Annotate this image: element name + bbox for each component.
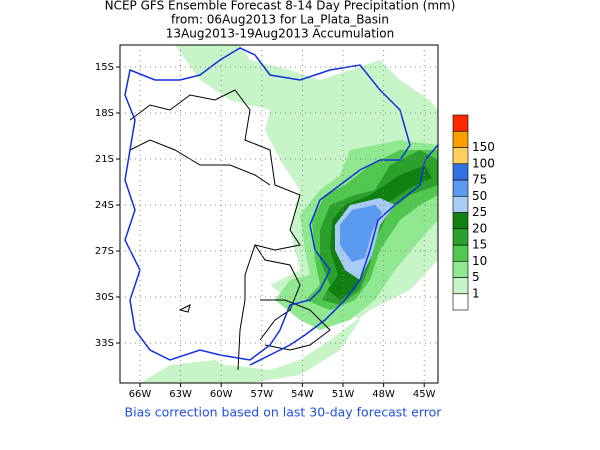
axes: 66W 63W 60W 57W 54W 51W 48W 45W 15S 18S 21S 24S 27S 3… (95, 45, 438, 400)
colorbar-swatch (452, 293, 469, 311)
x-tick-label: 51W (332, 389, 355, 400)
colorbar-label: 20 (472, 221, 487, 235)
colorbar-swatch (452, 147, 469, 165)
y-tick-label: 30S (95, 292, 114, 303)
colorbar-label: 1 (472, 286, 480, 300)
colorbar-label: 150 (472, 140, 495, 154)
colorbar-label: 50 (472, 189, 487, 203)
footnote: Bias correction based on last 30-day for… (125, 405, 443, 420)
country-border (260, 299, 331, 351)
basin-outline (124, 47, 411, 361)
colorbar-label: 10 (472, 254, 487, 268)
precipitation-fields (140, 45, 438, 383)
y-tick-label: 24S (95, 200, 114, 211)
y-tick-label: 21S (95, 154, 114, 165)
x-tick-label: 48W (372, 389, 395, 400)
colorbar-swatch (452, 163, 469, 181)
x-tick-label: 57W (250, 389, 273, 400)
coast-and-basin (124, 47, 439, 366)
title-line-2: from: 06Aug2013 for La_Plata_Basin (171, 13, 389, 27)
y-tick-label: 33S (95, 338, 114, 349)
title-line-1: NCEP GFS Ensemble Forecast 8-14 Day Prec… (105, 0, 456, 13)
precip-50mm (340, 205, 382, 262)
x-tick-label: 45W (413, 389, 436, 400)
x-tick-label: 54W (291, 389, 314, 400)
colorbar-label: 75 (472, 173, 487, 187)
coastline (249, 144, 439, 366)
y-tick-label: 27S (95, 246, 114, 257)
y-tick-label: 18S (95, 108, 114, 119)
colorbar-swatch (452, 130, 469, 148)
country-border (254, 244, 301, 341)
y-tick-label: 15S (95, 62, 114, 73)
title-line-3: 13Aug2013-19Aug2013 Accumulation (166, 27, 394, 41)
colorbar-label: 15 (472, 238, 487, 252)
colorbar-swatch (452, 244, 469, 262)
colorbar-swatch (452, 114, 469, 132)
x-tick-label: 66W (129, 389, 152, 400)
colorbar-label: 25 (472, 205, 487, 219)
colorbar-swatch (452, 195, 469, 213)
colorbar-swatch (452, 179, 469, 197)
colorbar-label: 5 (472, 270, 480, 284)
colorbar-swatch (452, 277, 469, 295)
map-frame (119, 44, 439, 384)
country-border (129, 139, 271, 186)
colorbar-swatch (452, 260, 469, 278)
x-tick-label: 60W (210, 389, 233, 400)
colorbar-label: 100 (472, 156, 495, 170)
country-border (129, 89, 301, 371)
x-tick-label: 63W (169, 389, 192, 400)
country-border (178, 304, 191, 313)
colorbar-swatch (452, 228, 469, 246)
borders (129, 89, 331, 371)
colorbar-swatch (452, 212, 469, 230)
precip-1mm-south (140, 360, 240, 383)
